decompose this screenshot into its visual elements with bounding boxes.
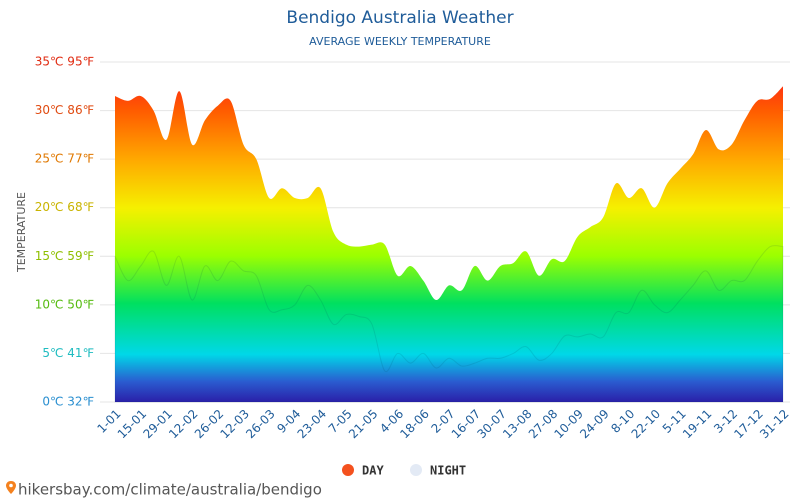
- y-tick-label: 0℃ 32℉: [42, 395, 94, 409]
- footer: hikersbay.com/climate/australia/bendigo: [18, 481, 322, 499]
- x-tick-label: 31-12: [757, 407, 792, 442]
- x-tick-label: 24-09: [577, 407, 612, 442]
- legend-swatch: [410, 464, 422, 476]
- x-tick-label: 26-03: [243, 407, 278, 442]
- legend-label: NIGHT: [430, 464, 466, 478]
- x-tick-label: 21-05: [346, 407, 381, 442]
- chart-subtitle: AVERAGE WEEKLY TEMPERATURE: [309, 35, 491, 48]
- night-area: [114, 245, 784, 403]
- y-tick-label: 5℃ 41℉: [42, 346, 94, 360]
- legend-swatch: [342, 464, 354, 476]
- x-tick-label: 23-04: [295, 407, 330, 442]
- chart-title: Bendigo Australia Weather: [286, 8, 513, 28]
- y-tick-label: 15℃ 59℉: [35, 249, 94, 263]
- y-tick-label: 20℃ 68℉: [35, 200, 94, 214]
- x-tick-label: 19-11: [680, 407, 715, 442]
- y-tick-label: 35℃ 95℉: [35, 55, 94, 69]
- y-axis-label: TEMPERATURE: [15, 192, 28, 273]
- y-tick-label: 25℃ 77℉: [35, 152, 94, 166]
- x-tick-label: 18-06: [397, 407, 432, 442]
- legend-label: DAY: [362, 464, 384, 478]
- y-tick-label: 30℃ 86℉: [35, 103, 94, 117]
- x-tick-label: 22-10: [629, 407, 664, 442]
- footer-icon: [6, 481, 16, 494]
- y-tick-label: 10℃ 50℉: [35, 297, 94, 311]
